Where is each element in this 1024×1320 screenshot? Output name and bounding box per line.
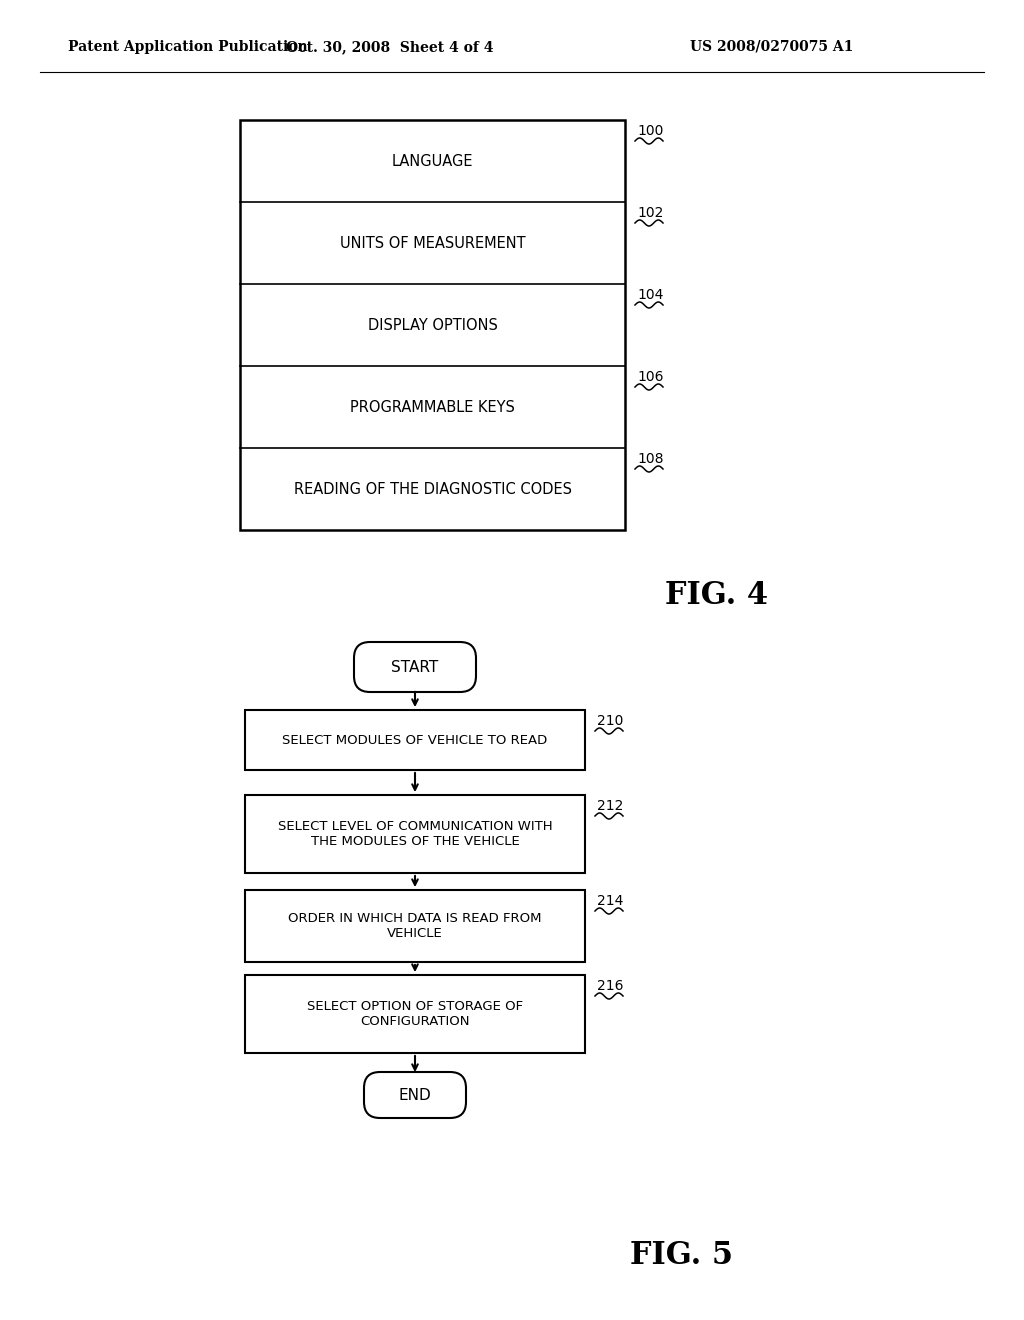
Text: 212: 212: [597, 799, 624, 813]
FancyBboxPatch shape: [354, 642, 476, 692]
Text: DISPLAY OPTIONS: DISPLAY OPTIONS: [368, 318, 498, 333]
Text: 106: 106: [637, 370, 664, 384]
Text: FIG. 5: FIG. 5: [630, 1239, 733, 1270]
Text: 216: 216: [597, 979, 624, 993]
Text: READING OF THE DIAGNOSTIC CODES: READING OF THE DIAGNOSTIC CODES: [294, 482, 571, 496]
Text: UNITS OF MEASUREMENT: UNITS OF MEASUREMENT: [340, 235, 525, 251]
Bar: [245, 890, 585, 962]
Text: SELECT MODULES OF VEHICLE TO READ: SELECT MODULES OF VEHICLE TO READ: [283, 734, 548, 747]
Text: PROGRAMMABLE KEYS: PROGRAMMABLE KEYS: [350, 400, 515, 414]
FancyBboxPatch shape: [364, 1072, 466, 1118]
Text: ORDER IN WHICH DATA IS READ FROM
VEHICLE: ORDER IN WHICH DATA IS READ FROM VEHICLE: [288, 912, 542, 940]
Text: US 2008/0270075 A1: US 2008/0270075 A1: [690, 40, 853, 54]
Text: LANGUAGE: LANGUAGE: [392, 153, 473, 169]
Text: Oct. 30, 2008  Sheet 4 of 4: Oct. 30, 2008 Sheet 4 of 4: [287, 40, 494, 54]
Text: SELECT OPTION OF STORAGE OF
CONFIGURATION: SELECT OPTION OF STORAGE OF CONFIGURATIO…: [307, 1001, 523, 1028]
Text: 104: 104: [637, 288, 664, 302]
Text: 108: 108: [637, 451, 664, 466]
Text: 102: 102: [637, 206, 664, 220]
Text: FIG. 4: FIG. 4: [665, 579, 768, 610]
Bar: [245, 795, 585, 873]
Text: 100: 100: [637, 124, 664, 139]
Bar: [245, 975, 585, 1053]
Text: END: END: [398, 1088, 431, 1102]
Text: 210: 210: [597, 714, 624, 729]
Bar: [245, 710, 585, 770]
Text: SELECT LEVEL OF COMMUNICATION WITH
THE MODULES OF THE VEHICLE: SELECT LEVEL OF COMMUNICATION WITH THE M…: [278, 820, 552, 847]
Text: 214: 214: [597, 894, 624, 908]
Bar: [240, 120, 625, 531]
Text: START: START: [391, 660, 438, 675]
Text: Patent Application Publication: Patent Application Publication: [68, 40, 307, 54]
